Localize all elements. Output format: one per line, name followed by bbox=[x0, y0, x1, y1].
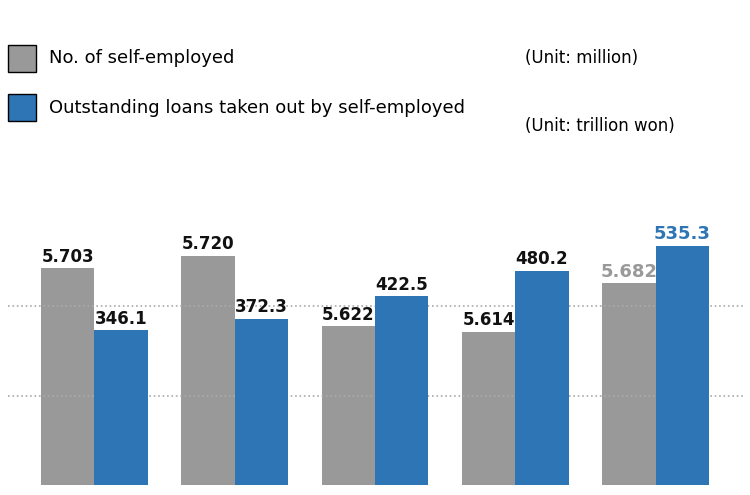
Text: Outstanding loans taken out by self-employed: Outstanding loans taken out by self-empl… bbox=[49, 99, 465, 117]
Bar bbox=[182, 256, 235, 495]
Text: (Unit: trillion won): (Unit: trillion won) bbox=[525, 117, 675, 135]
Text: 480.2: 480.2 bbox=[516, 250, 568, 268]
Bar bbox=[656, 246, 709, 485]
Text: 346.1: 346.1 bbox=[94, 310, 147, 328]
Text: 5.703: 5.703 bbox=[41, 248, 94, 266]
Text: 535.3: 535.3 bbox=[654, 225, 711, 243]
Text: 5.622: 5.622 bbox=[322, 305, 375, 324]
Bar bbox=[94, 331, 148, 485]
Bar bbox=[322, 326, 375, 495]
Bar bbox=[41, 268, 94, 495]
Bar bbox=[602, 284, 656, 495]
Bar bbox=[235, 319, 288, 485]
Text: 5.682: 5.682 bbox=[601, 263, 658, 281]
Text: No. of self-employed: No. of self-employed bbox=[49, 49, 234, 67]
Text: 372.3: 372.3 bbox=[235, 298, 288, 316]
Bar bbox=[375, 297, 428, 485]
Text: (Unit: million): (Unit: million) bbox=[525, 49, 638, 67]
Text: 5.614: 5.614 bbox=[463, 311, 515, 329]
Text: 422.5: 422.5 bbox=[375, 276, 428, 294]
Bar bbox=[515, 270, 568, 485]
Bar bbox=[462, 332, 515, 495]
Text: 5.720: 5.720 bbox=[182, 236, 234, 253]
